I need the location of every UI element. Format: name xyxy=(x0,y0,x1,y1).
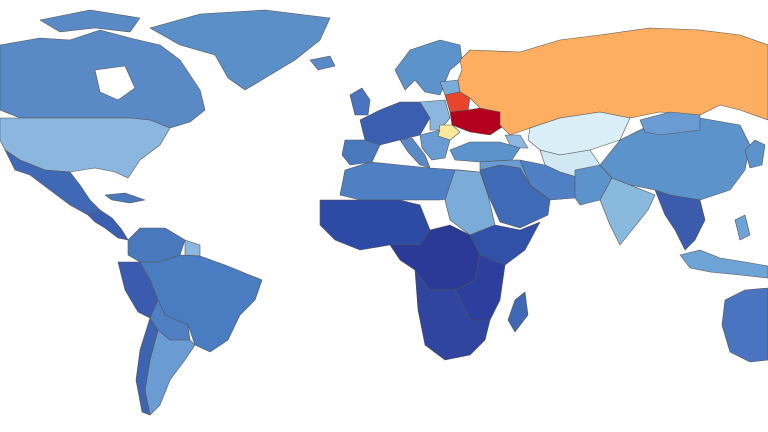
russia xyxy=(457,27,768,136)
greenland xyxy=(149,9,331,91)
canada-islands xyxy=(39,9,141,33)
china xyxy=(599,117,751,201)
indonesia xyxy=(679,249,768,279)
madagascar xyxy=(507,291,529,333)
hudson-bay xyxy=(94,65,136,101)
levant-iraq xyxy=(479,159,531,186)
uk-ireland xyxy=(349,87,371,116)
southern-africa xyxy=(414,269,491,361)
balkans xyxy=(419,129,451,161)
southeast-asia xyxy=(654,189,706,251)
philippines xyxy=(734,214,751,241)
cuba xyxy=(104,192,146,204)
australia xyxy=(721,287,768,363)
mongolia xyxy=(639,111,701,136)
caucasus xyxy=(504,134,529,149)
iceland xyxy=(309,55,336,71)
turkey xyxy=(449,141,521,163)
belarus xyxy=(444,91,471,113)
chile xyxy=(135,317,159,416)
japan-korea xyxy=(744,139,766,169)
kazakhstan xyxy=(527,111,631,156)
